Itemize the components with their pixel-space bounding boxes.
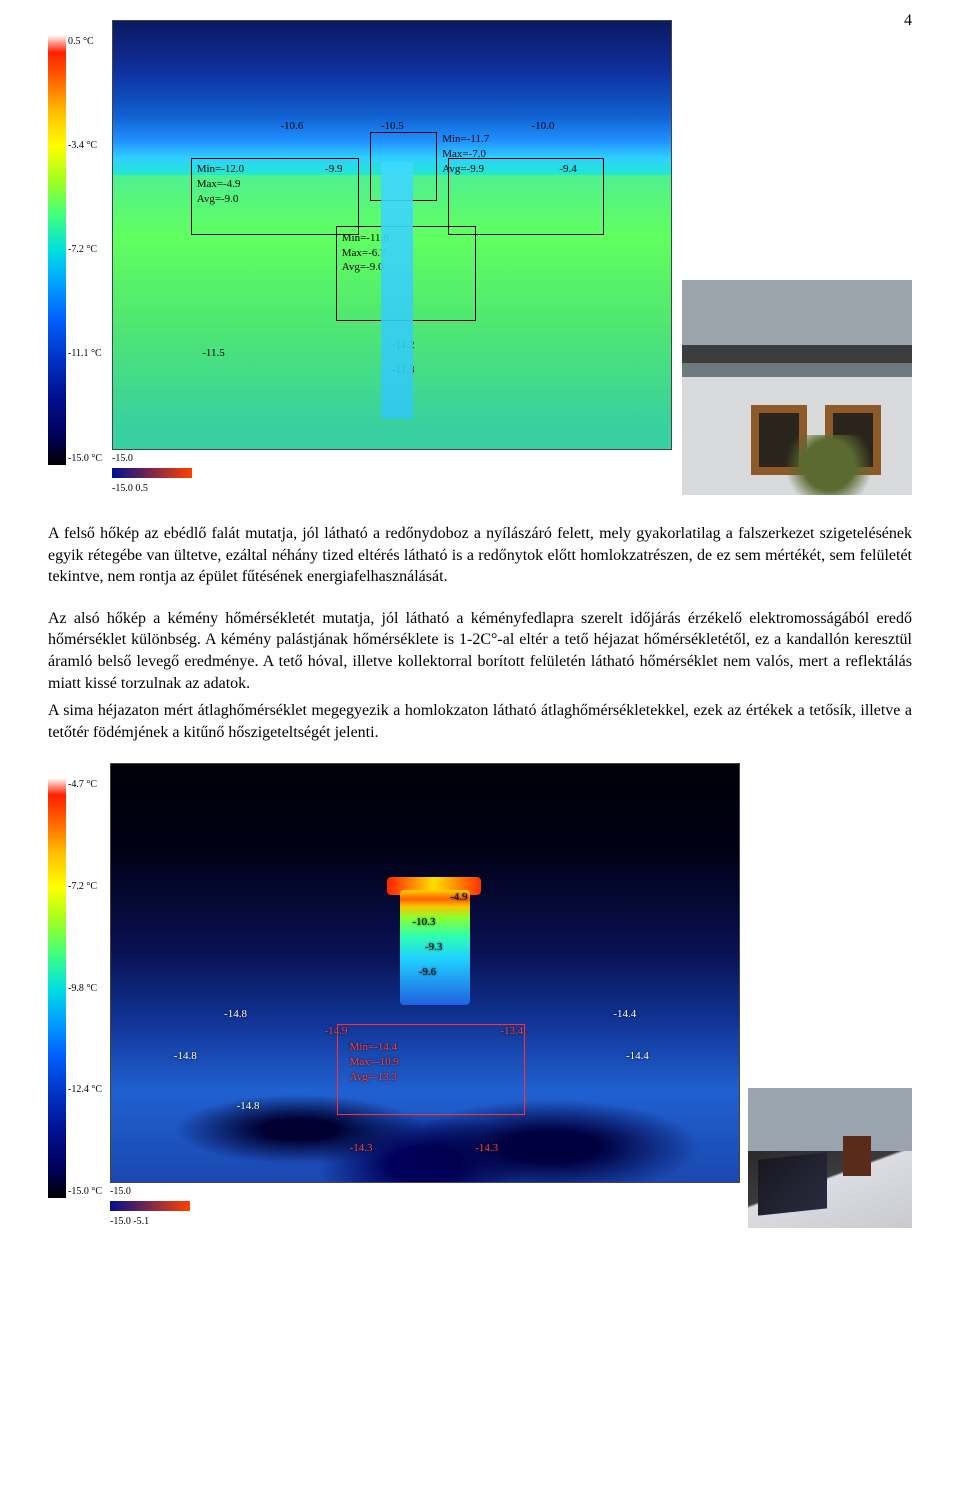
- temp-label-red: -14.3: [350, 1141, 373, 1156]
- temp-label-red: -13.4: [500, 1024, 523, 1039]
- roi-stats-mid-bot: Min=-11.6 Max=-6.7 Avg=-9.0: [342, 231, 389, 276]
- temp-label-red: -14.9: [325, 1024, 348, 1039]
- roi-stats-mid-top: Min=-11.7 Max=-7.0 Avg=-9.9: [442, 132, 489, 177]
- temp-label: -11.2: [392, 338, 415, 353]
- colorbar-1: [48, 35, 66, 465]
- range-top-2: -15.0: [110, 1185, 740, 1199]
- figure-row-1: 0.5 °C -3.4 °C -7.2 °C -11.1 °C -15.0 °C…: [48, 20, 912, 495]
- temp-label: -10.6: [280, 119, 303, 134]
- temp-label: -10.3: [412, 915, 435, 930]
- cb2-tick: -4.7 °C: [68, 778, 102, 792]
- cb1-tick: 0.5 °C: [68, 35, 102, 49]
- temp-label-red: -14.3: [475, 1141, 498, 1156]
- reference-photo-1: [682, 280, 912, 495]
- colorbar-2: [48, 778, 66, 1198]
- temp-label: -14.4: [613, 1007, 636, 1022]
- paragraph-2: Az alsó hőkép a kémény hőmérsékletét mut…: [48, 608, 912, 694]
- temp-label: -10.0: [532, 119, 555, 134]
- thermal-image-1: -10.6 -10.5 -9.9 -10.0 -9.4 Min=-12.0 Ma…: [112, 20, 672, 450]
- range-bottom-2: -15.0 -5.1: [110, 1215, 740, 1229]
- temp-label: -11.3: [392, 363, 415, 378]
- temp-label: -9.9: [325, 162, 342, 177]
- temp-label: -10.5: [381, 119, 404, 134]
- colorbar-1-ticks: 0.5 °C -3.4 °C -7.2 °C -11.1 °C -15.0 °C: [66, 35, 102, 465]
- range-bottom-1: -15.0 0.5: [112, 482, 672, 496]
- cb2-tick: -9.8 °C: [68, 982, 102, 996]
- roi-stats-red: Min=-14.4 Max=-10.9 Avg=-13.3: [350, 1040, 399, 1085]
- paragraph-1: A felső hőkép az ebédlő falát mutatja, j…: [48, 523, 912, 588]
- cb2-tick: -15.0 °C: [68, 1185, 102, 1199]
- cb1-tick: -3.4 °C: [68, 139, 102, 153]
- range-top-1: -15.0: [112, 452, 672, 466]
- page-number: 4: [904, 10, 912, 32]
- temp-label: -14.8: [237, 1099, 260, 1114]
- temp-label: -9.3: [425, 940, 442, 955]
- roi-stats-left: Min=-12.0 Max=-4.9 Avg=-9.0: [197, 162, 244, 207]
- cb1-tick: -11.1 °C: [68, 347, 102, 361]
- cb2-tick: -7.2 °C: [68, 880, 102, 894]
- colorbar-2-ticks: -4.7 °C -7.2 °C -9.8 °C -12.4 °C -15.0 °…: [66, 778, 102, 1198]
- temp-label: -14.8: [174, 1049, 197, 1064]
- temp-label: -4.9: [450, 890, 467, 905]
- temp-label: -9.4: [559, 162, 576, 177]
- roi-box-mid-top: [370, 132, 437, 200]
- temp-label: -14.4: [626, 1049, 649, 1064]
- thermal-image-2: -4.9 -10.3 -9.3 -9.6 -14.8 -14.8 -14.8 -…: [110, 763, 740, 1183]
- paragraph-3: A sima héjazaton mért átlaghőmérséklet m…: [48, 700, 912, 743]
- cb2-tick: -12.4 °C: [68, 1083, 102, 1097]
- cb1-tick: -15.0 °C: [68, 452, 102, 466]
- temp-label: -14.8: [224, 1007, 247, 1022]
- range-bar-1: [112, 468, 192, 478]
- cb1-tick: -7.2 °C: [68, 243, 102, 257]
- reference-photo-2: [748, 1088, 912, 1228]
- figure-row-2: -4.7 °C -7.2 °C -9.8 °C -12.4 °C -15.0 °…: [48, 763, 912, 1228]
- range-bar-2: [110, 1201, 190, 1211]
- temp-label: -9.6: [419, 965, 436, 980]
- temp-label: -11.5: [202, 346, 225, 361]
